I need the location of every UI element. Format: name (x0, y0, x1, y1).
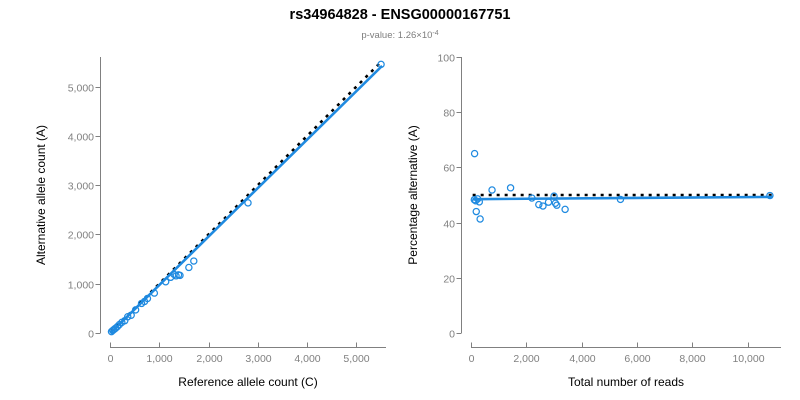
right-xaxis-tick-label: 10,000 (732, 353, 764, 365)
data-point (616, 195, 625, 204)
pvalue-base: 10 (422, 30, 433, 41)
data-point (470, 149, 479, 158)
right-xaxis-title: Total number of reads (568, 375, 684, 389)
right-data-points (470, 149, 774, 223)
data-point (544, 198, 553, 206)
left-xaxis-tick-label: 2,000 (196, 353, 222, 365)
data-point (550, 192, 558, 200)
data-point (113, 322, 122, 331)
data-point (551, 199, 560, 208)
data-point (471, 197, 480, 205)
right-yaxis-tick-label: 20 (443, 274, 455, 286)
svg-text:p-value: 1.26×10-4: p-value: 1.26×10-4 (361, 30, 438, 42)
right-panel-yaxis: 0 20 40 60 80 100 Percentage alternative (A) (406, 53, 462, 341)
data-point (561, 205, 569, 214)
left-yaxis-tick-label: 5,000 (68, 83, 94, 95)
data-point (190, 257, 198, 265)
right-xaxis-tick-label: 8,000 (679, 353, 705, 365)
data-point (377, 60, 385, 69)
data-point (127, 311, 135, 319)
right-yaxis-tick-label: 40 (443, 219, 455, 231)
left-yaxis-title: Alternative allele count (A) (34, 125, 48, 265)
page-title: rs34964828 - ENSG00000167751 (290, 7, 511, 23)
right-yaxis-ticks (456, 57, 462, 334)
right-xaxis-tick-label: 6,000 (624, 353, 650, 365)
pvalue-prefix: p-value: (361, 30, 397, 41)
data-point (111, 324, 120, 333)
right-xaxis-tick-label: 2,000 (513, 353, 539, 365)
data-point (124, 313, 132, 321)
left-yaxis-tick-label: 1,000 (68, 280, 94, 292)
left-yaxis-tick-label: 4,000 (68, 132, 94, 144)
right-panel-plot-area (470, 149, 774, 223)
pvalue-exponent: -4 (432, 30, 438, 37)
right-xaxis-tick-label: 0 (469, 353, 475, 365)
left-xaxis-tick-label: 1,000 (146, 353, 172, 365)
data-point (528, 194, 536, 202)
left-panel-yaxis: 0 1,000 2,000 3,000 4,000 5,000 Alternative a… (34, 57, 101, 341)
left-panel: 0 1,000 2,000 3,000 4,000 5,000 Alternative a… (34, 57, 386, 389)
right-yaxis-tick-label: 80 (443, 108, 455, 120)
data-point (766, 191, 774, 200)
right-yaxis-title: Percentage alternative (A) (406, 125, 420, 264)
right-yaxis-tick-label: 0 (449, 329, 455, 341)
data-point (475, 198, 484, 206)
left-xaxis-tick-label: 3,000 (245, 353, 271, 365)
left-yaxis-tick-label: 3,000 (68, 181, 94, 193)
pvalue-mantissa: 1.26 (398, 30, 417, 41)
data-point (472, 207, 480, 216)
data-point (539, 202, 547, 210)
pvalue-times: × (416, 30, 422, 41)
data-point (131, 306, 140, 314)
right-panel-xaxis: 0 2,000 4,000 6,000 8,000 10,000 Total number… (469, 342, 781, 389)
right-xaxis-ticks (471, 342, 749, 348)
left-yaxis-ticklabels: 0 1,000 2,000 3,000 4,000 5,000 (68, 83, 94, 341)
data-point (488, 186, 496, 194)
left-yaxis-ticks (95, 87, 101, 334)
data-point (553, 201, 561, 209)
left-panel-plot-area (107, 60, 385, 336)
left-yaxis-tick-label: 0 (88, 329, 94, 341)
left-xaxis-tick-label: 4,000 (294, 353, 320, 365)
right-xaxis-tick-label: 4,000 (569, 353, 595, 365)
left-xaxis-title: Reference allele count (C) (178, 375, 317, 389)
data-point (185, 263, 193, 272)
left-yaxis-tick-label: 2,000 (68, 230, 94, 242)
data-point (161, 278, 170, 286)
left-xaxis-tick-label: 0 (108, 353, 114, 365)
left-xaxis-ticks (110, 342, 357, 348)
data-point (150, 289, 159, 297)
pvalue-subtitle: p-value: 1.26×10-4 (361, 30, 438, 42)
right-xaxis-ticklabels: 0 2,000 4,000 6,000 8,000 10,000 (469, 353, 765, 365)
left-data-points (107, 60, 385, 336)
data-point (506, 184, 515, 192)
left-xaxis-ticklabels: 0 1,000 2,000 3,000 4,000 5,000 (108, 353, 370, 365)
data-point (535, 200, 543, 209)
right-yaxis-tick-label: 60 (443, 163, 455, 175)
data-point (143, 294, 152, 303)
right-yaxis-tick-label: 100 (437, 53, 455, 65)
data-point (476, 215, 484, 223)
data-point (244, 199, 252, 207)
left-fit-line (110, 64, 383, 334)
data-point (176, 271, 184, 280)
left-panel-xaxis: 0 1,000 2,000 3,000 4,000 5,000 Reference all… (108, 342, 386, 389)
right-yaxis-ticklabels: 0 20 40 60 80 100 (437, 53, 455, 341)
left-xaxis-tick-label: 5,000 (343, 353, 369, 365)
